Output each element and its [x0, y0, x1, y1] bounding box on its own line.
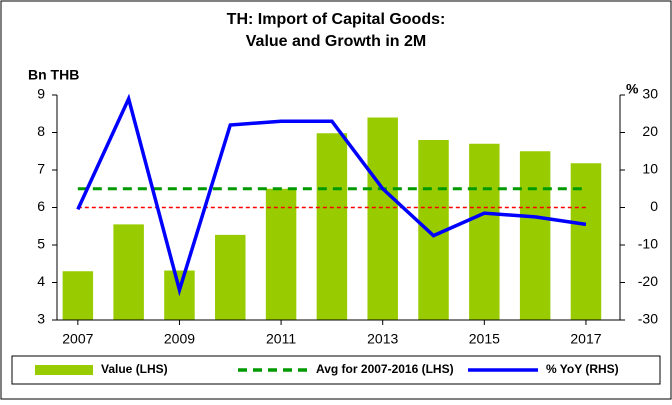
y-axis-label: Bn THB	[28, 67, 79, 83]
legend-swatch	[35, 365, 93, 375]
y-tick-label: 3	[37, 311, 45, 327]
legend-label: Value (LHS)	[101, 362, 168, 376]
legend-label: Avg for 2007-2016 (LHS)	[316, 362, 454, 376]
x-tick-label: 2011	[266, 331, 296, 347]
chart-title: Value and Growth in 2M	[246, 33, 426, 50]
x-tick-label: 2013	[367, 331, 398, 347]
x-tick-label: 2015	[469, 331, 500, 347]
y2-tick-label: -20	[638, 273, 658, 289]
x-tick-label: 2009	[164, 331, 195, 347]
y-tick-label: 9	[37, 86, 45, 102]
bar	[215, 234, 246, 320]
y-tick-label: 8	[37, 123, 45, 139]
bar	[265, 188, 297, 320]
y-tick-label: 5	[37, 236, 45, 252]
bar	[519, 151, 551, 320]
x-tick-label: 2007	[62, 331, 93, 347]
y2-axis-label: %	[626, 81, 639, 97]
y2-tick-label: -10	[638, 236, 658, 252]
y-tick-label: 6	[37, 198, 45, 214]
bar	[469, 143, 500, 320]
bar	[367, 117, 398, 320]
y2-tick-label: -30	[638, 311, 658, 327]
bar	[62, 271, 94, 320]
bar	[316, 133, 348, 320]
legend	[11, 355, 661, 385]
bar	[113, 224, 144, 320]
bar	[570, 163, 602, 320]
y2-tick-label: 0	[650, 198, 658, 214]
y2-tick-label: 20	[642, 123, 658, 139]
y2-tick-label: 10	[642, 161, 658, 177]
legend-label: % YoY (RHS)	[546, 362, 619, 376]
x-tick-label: 2017	[570, 331, 601, 347]
chart-title: TH: Import of Capital Goods:	[227, 11, 446, 28]
line	[76, 93, 587, 297]
y2-tick-label: 30	[642, 86, 658, 102]
y-tick-label: 7	[37, 161, 45, 177]
y-tick-label: 4	[37, 273, 45, 289]
